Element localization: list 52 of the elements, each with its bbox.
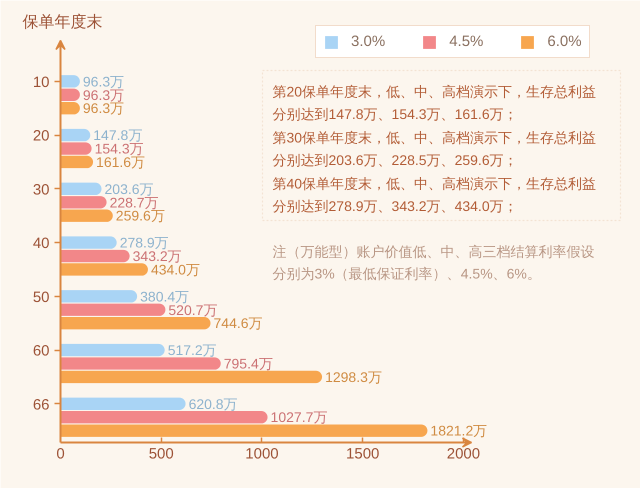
- annotation: 第20保单年度末，低、中、高档演示下，生存总利益分别达到147.8万、154.3万、161.6万；: [272, 84, 596, 122]
- legend-label: 3.0%: [351, 33, 386, 50]
- y-tick-label: 40: [32, 235, 50, 252]
- bar: [60, 236, 117, 249]
- annotation: 注（万能型）账户价值低、中、高三档结算利率假设分别为3%（最低保证利率）、4.5%、6%。: [272, 244, 594, 282]
- bar: [60, 411, 268, 424]
- data-label: 1027.7万: [270, 409, 328, 426]
- data-label: 1821.2万: [430, 422, 488, 439]
- legend-label: 6.0%: [547, 33, 582, 50]
- bar: [60, 142, 92, 155]
- y-tick-label: 66: [32, 396, 50, 414]
- bar: [60, 156, 94, 168]
- y-tick-label: 60: [32, 342, 50, 360]
- bar: [60, 357, 221, 370]
- x-tick-label: 1500: [346, 446, 380, 462]
- bar: [60, 196, 107, 208]
- bar: [60, 424, 428, 437]
- bar: [60, 182, 102, 196]
- data-label: 620.8万: [188, 396, 238, 412]
- data-label: 203.6万: [104, 180, 154, 197]
- annotation: 第40保单年度末，低、中、高档演示下，生存总利益分别达到278.9万、343.2万、434.0万；: [272, 176, 596, 214]
- data-label: 380.4万: [140, 288, 190, 304]
- bar: [60, 304, 166, 316]
- y-tick-label: 30: [32, 181, 50, 198]
- data-label: 154.3万: [94, 140, 144, 157]
- bar: [60, 263, 148, 276]
- x-tick-label: 0: [56, 446, 65, 462]
- bar: [60, 128, 90, 142]
- data-label: 147.8万: [93, 127, 142, 144]
- x-tick-label: 2000: [446, 446, 480, 462]
- bar: [60, 290, 138, 302]
- bar: [60, 398, 186, 410]
- x-tick-label: 1000: [245, 446, 279, 462]
- legend-label: 4.5%: [449, 33, 484, 50]
- y-axis-title: 保单年度末: [22, 13, 102, 31]
- data-label: 744.6万: [214, 315, 263, 332]
- bar: [60, 250, 130, 262]
- data-label: 1298.3万: [325, 368, 382, 385]
- data-label: 96.3万: [82, 73, 124, 90]
- data-label: 517.2万: [168, 342, 217, 358]
- bar: [60, 317, 211, 330]
- data-label: 343.2万: [132, 248, 182, 264]
- y-tick-label: 20: [32, 128, 50, 145]
- data-label: 278.9万: [120, 234, 169, 251]
- data-label: 795.4万: [224, 355, 273, 372]
- bar: [60, 210, 113, 222]
- bar: [60, 344, 165, 356]
- x-tick-label: 500: [148, 446, 174, 462]
- y-tick-label: 10: [32, 74, 50, 91]
- bar: [60, 370, 322, 384]
- annotation: 第30保单年度末，低、中、高档演示下，生存总利益分别达到203.6万、228.5万、259.6万；: [272, 130, 596, 168]
- y-tick-label: 50: [32, 288, 50, 306]
